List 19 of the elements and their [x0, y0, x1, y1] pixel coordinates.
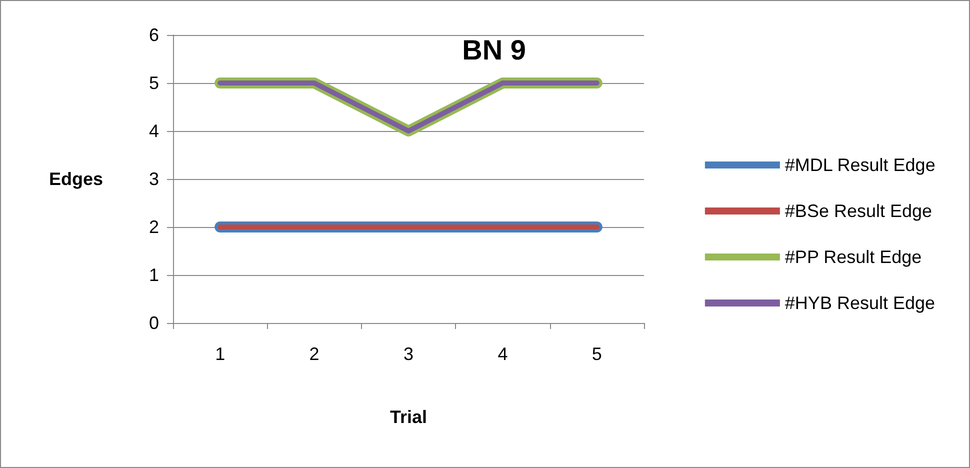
y-tick-label: 3 [148, 169, 159, 189]
y-tick-label: 2 [148, 217, 159, 237]
y-tick-label: 1 [148, 265, 159, 285]
x-tick-label: 4 [498, 344, 508, 364]
legend-label: #MDL Result Edge [784, 155, 936, 175]
x-tick-label: 3 [403, 344, 414, 364]
y-tick-label: 5 [148, 73, 159, 93]
legend-label: #BSe Result Edge [784, 201, 932, 221]
x-axis-title: Trial [390, 407, 428, 427]
x-tick-label: 5 [592, 344, 602, 364]
y-axis-title: Edges [48, 169, 103, 189]
y-tick-label: 0 [148, 313, 159, 333]
y-tick-label: 4 [148, 121, 159, 141]
chart-title: BN 9 [462, 34, 526, 66]
x-tick-label: 2 [309, 344, 320, 364]
x-tick-label: 1 [215, 344, 226, 364]
legend-label: #PP Result Edge [784, 247, 922, 267]
y-tick-label: 6 [148, 25, 159, 45]
legend-label: #HYB Result Edge [784, 293, 936, 313]
